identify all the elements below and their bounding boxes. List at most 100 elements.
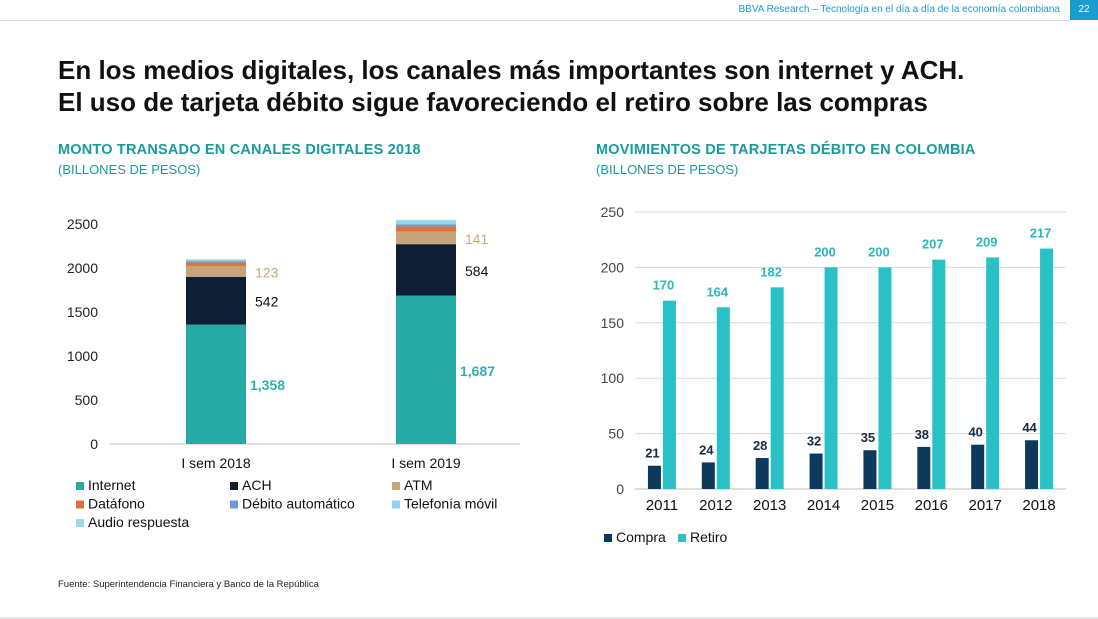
right-x-tick-label: 2015 xyxy=(861,497,894,514)
right-y-tick-label: 150 xyxy=(601,315,625,331)
left-data-label: 1,687 xyxy=(460,363,495,379)
right-data-label-compra: 24 xyxy=(699,442,714,457)
left-bar-telefonamvil xyxy=(396,221,456,225)
left-y-tick-label: 1500 xyxy=(67,304,98,320)
right-legend-swatch xyxy=(604,534,612,542)
left-bar-audiorespuesta xyxy=(396,219,456,222)
right-y-tick-label: 0 xyxy=(616,481,624,497)
left-legend-swatch xyxy=(230,482,238,490)
header-text: BBVA Research – Tecnología en el día a d… xyxy=(738,4,1060,15)
right-legend-swatch xyxy=(678,534,686,542)
left-y-tick-label: 0 xyxy=(90,436,98,452)
right-bar-compra xyxy=(701,462,715,489)
right-x-tick-label: 2013 xyxy=(753,497,786,514)
left-y-tick-label: 500 xyxy=(75,392,99,408)
right-x-tick-label: 2018 xyxy=(1022,497,1055,514)
right-bar-retiro xyxy=(932,259,946,489)
left-x-tick-label: I sem 2018 xyxy=(181,455,250,471)
right-data-label-retiro: 182 xyxy=(760,264,782,279)
left-legend-label: Débito automático xyxy=(242,496,355,512)
left-bar-datfono xyxy=(186,262,246,266)
left-bar-telefonamvil xyxy=(186,259,246,262)
right-bar-compra xyxy=(917,446,931,489)
right-x-tick-label: 2011 xyxy=(646,497,678,514)
right-data-label-retiro: 200 xyxy=(868,244,890,259)
left-bar-internet xyxy=(396,295,456,444)
left-bar-internet xyxy=(186,324,246,444)
right-bar-retiro xyxy=(1040,248,1054,489)
right-x-tick-label: 2012 xyxy=(699,497,732,514)
bottom-divider xyxy=(0,617,1098,619)
left-bar-ach xyxy=(186,276,246,325)
right-chart: 0 50 100 150 200 250 21 170 2011 24 164 2012 28 182 20… xyxy=(601,204,1066,545)
right-chart-subtitle: (BILLONES DE PESOS) xyxy=(596,162,739,177)
right-x-tick-label: 2016 xyxy=(915,497,948,514)
left-legend-swatch xyxy=(230,500,238,509)
right-data-label-compra: 40 xyxy=(968,425,982,440)
right-bar-compra xyxy=(647,465,661,489)
left-bar-audiorespuesta xyxy=(186,259,246,260)
right-data-label-retiro: 164 xyxy=(706,284,728,299)
right-y-tick-label: 250 xyxy=(601,204,625,220)
left-bar-ach xyxy=(396,244,456,296)
left-chart-title: MONTO TRANSADO EN CANALES DIGITALES 2018 xyxy=(58,142,421,158)
left-y-tick-label: 1000 xyxy=(67,348,98,364)
right-bar-compra xyxy=(755,457,769,489)
left-chart-subtitle: (BILLONES DE PESOS) xyxy=(58,162,201,177)
right-bar-retiro xyxy=(716,307,730,489)
page-title: En los medios digitales, los canales más… xyxy=(58,54,1088,118)
left-x-tick-label: I sem 2019 xyxy=(391,455,460,471)
left-bar-atm xyxy=(186,265,246,277)
left-legend-swatch xyxy=(392,482,400,490)
left-legend-swatch xyxy=(76,519,84,527)
right-bar-compra xyxy=(809,453,823,489)
source-note: Fuente: Superintendencia Financiera y Ba… xyxy=(58,579,319,590)
right-y-tick-label: 200 xyxy=(601,259,625,275)
right-data-label-compra: 21 xyxy=(645,446,659,461)
right-data-label-retiro: 207 xyxy=(922,237,944,252)
left-legend-swatch xyxy=(392,500,400,509)
right-data-label-compra: 35 xyxy=(861,430,875,445)
left-legend-label: ATM xyxy=(404,477,433,493)
right-chart-title: MOVIMIENTOS DE TARJETAS DÉBITO EN COLOMB… xyxy=(596,142,976,158)
left-data-label: 141 xyxy=(465,231,489,247)
right-x-tick-label: 2014 xyxy=(807,497,840,514)
left-y-tick-label: 2500 xyxy=(67,216,98,232)
right-data-label-retiro: 209 xyxy=(976,234,998,249)
left-data-label: 123 xyxy=(255,264,279,280)
left-data-label: 542 xyxy=(255,294,279,310)
left-bar-atm xyxy=(396,231,456,245)
right-y-tick-label: 100 xyxy=(601,370,625,386)
right-bar-compra xyxy=(1025,440,1039,489)
right-data-label-retiro: 170 xyxy=(653,278,675,293)
right-data-label-compra: 28 xyxy=(753,438,767,453)
right-bar-retiro xyxy=(824,267,838,489)
left-legend-swatch xyxy=(76,500,84,509)
right-bar-retiro xyxy=(986,257,1000,489)
right-bar-retiro xyxy=(662,300,676,489)
right-data-label-compra: 32 xyxy=(807,434,821,449)
left-data-label: 1,358 xyxy=(250,377,285,393)
right-data-label-compra: 38 xyxy=(915,427,929,442)
right-legend-label: Retiro xyxy=(690,529,728,545)
right-x-tick-label: 2017 xyxy=(969,497,1002,514)
left-bar-dbitoautomtico xyxy=(186,261,246,263)
page-title-line-1: En los medios digitales, los canales más… xyxy=(58,55,965,85)
right-data-label-retiro: 217 xyxy=(1030,226,1052,241)
left-legend-label: Internet xyxy=(88,477,136,493)
right-bar-compra xyxy=(971,444,985,489)
page-number: 22 xyxy=(1070,0,1098,20)
page-title-line-2: El uso de tarjeta débito sigue favorecie… xyxy=(58,87,928,117)
left-bar-datfono xyxy=(396,226,456,232)
left-legend-label: Audio respuesta xyxy=(88,514,189,530)
left-data-label: 584 xyxy=(465,263,489,279)
left-legend-label: ACH xyxy=(242,477,272,493)
left-chart: 0 500 1000 1500 2000 2500 1,358 542 123 I sem 201… xyxy=(67,216,520,530)
right-y-tick-label: 50 xyxy=(608,426,624,442)
right-legend-label: Compra xyxy=(616,529,666,545)
left-bar-dbitoautomtico xyxy=(396,224,456,227)
right-bar-retiro xyxy=(878,267,892,489)
left-legend-label: Datáfono xyxy=(88,496,145,512)
right-bar-retiro xyxy=(770,287,784,489)
header-divider xyxy=(0,20,1070,21)
